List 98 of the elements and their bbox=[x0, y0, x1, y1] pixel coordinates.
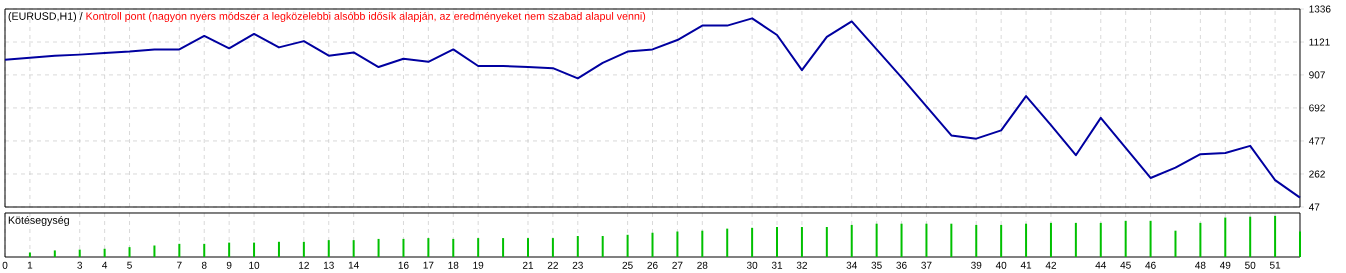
y-tick-label: 477 bbox=[1308, 137, 1325, 145]
bar bbox=[1124, 220, 1127, 257]
bar bbox=[875, 223, 878, 257]
x-tick-label: 37 bbox=[921, 261, 932, 269]
bar bbox=[601, 236, 604, 257]
x-tick-label: 51 bbox=[1269, 261, 1281, 269]
bar bbox=[1224, 217, 1227, 257]
bar bbox=[203, 243, 206, 257]
bar bbox=[526, 238, 529, 257]
bar bbox=[1149, 220, 1152, 257]
bar bbox=[751, 227, 754, 257]
x-tick-label: 39 bbox=[971, 261, 982, 269]
bar bbox=[551, 238, 554, 257]
x-tick-label: 23 bbox=[572, 261, 583, 269]
bar bbox=[1299, 231, 1301, 257]
bar bbox=[103, 248, 106, 257]
y-tick-label: 47 bbox=[1308, 203, 1320, 211]
bar bbox=[726, 228, 729, 257]
x-tick-label: 50 bbox=[1245, 261, 1256, 269]
bar bbox=[277, 241, 280, 257]
bar bbox=[253, 242, 256, 257]
x-tick-label: 0 bbox=[2, 261, 8, 269]
x-tick-label: 28 bbox=[697, 261, 708, 269]
x-tick-label: 40 bbox=[995, 261, 1007, 269]
x-tick-label: 16 bbox=[398, 261, 409, 269]
x-tick-label: 26 bbox=[647, 261, 658, 269]
bar bbox=[352, 240, 355, 257]
bar bbox=[302, 241, 305, 257]
x-tick-label: 25 bbox=[622, 261, 633, 269]
bar bbox=[128, 247, 131, 257]
bar bbox=[153, 245, 156, 257]
y-tick-label: 262 bbox=[1309, 170, 1325, 178]
x-tick-label: 10 bbox=[249, 261, 260, 269]
x-tick-label: 18 bbox=[448, 261, 459, 269]
bar bbox=[28, 252, 31, 257]
x-tick-label: 31 bbox=[771, 261, 783, 269]
x-tick-label: 22 bbox=[547, 261, 558, 269]
bar bbox=[1249, 216, 1252, 257]
bar bbox=[178, 243, 181, 257]
x-tick-label: 21 bbox=[522, 261, 534, 269]
bar bbox=[825, 226, 828, 257]
bar bbox=[1074, 222, 1077, 257]
y-tick-label: 1336 bbox=[1309, 5, 1331, 13]
x-tick-label: 34 bbox=[846, 261, 857, 269]
x-tick-label: 9 bbox=[226, 261, 232, 269]
x-tick-label: 3 bbox=[77, 261, 83, 269]
bar bbox=[327, 240, 330, 257]
x-tick-label: 13 bbox=[323, 261, 334, 269]
x-tick-label: 7 bbox=[177, 261, 182, 269]
bar bbox=[1025, 223, 1028, 257]
bar bbox=[1099, 222, 1102, 257]
x-tick-label: 49 bbox=[1219, 261, 1231, 269]
bar bbox=[228, 242, 231, 257]
x-tick-label: 32 bbox=[796, 261, 807, 269]
x-tick-label: 44 bbox=[1095, 261, 1107, 269]
bar bbox=[402, 238, 405, 257]
x-tick-label: 12 bbox=[299, 261, 309, 269]
x-tick-label: 42 bbox=[1045, 261, 1057, 269]
bar bbox=[1199, 222, 1202, 257]
bar bbox=[1000, 224, 1003, 257]
x-tick-label: 36 bbox=[896, 261, 907, 269]
bar bbox=[377, 238, 380, 257]
bar bbox=[1049, 222, 1052, 257]
bar bbox=[800, 226, 803, 257]
bar bbox=[975, 224, 978, 257]
x-tick-label: 19 bbox=[473, 261, 484, 269]
bar bbox=[626, 234, 629, 257]
x-tick-label: 35 bbox=[871, 261, 882, 269]
bar bbox=[776, 226, 779, 257]
x-tick-label: 1 bbox=[27, 261, 33, 269]
chart-title: (EURUSD,H1) / bbox=[8, 12, 83, 23]
x-tick-label: 14 bbox=[348, 261, 359, 269]
bar bbox=[427, 238, 430, 257]
x-tick-label: 30 bbox=[746, 261, 758, 269]
y-tick-label: 1121 bbox=[1309, 38, 1330, 46]
bar bbox=[1274, 215, 1277, 257]
chart-title: Kötésegység bbox=[8, 215, 69, 226]
bar bbox=[452, 238, 455, 257]
bar bbox=[701, 230, 704, 257]
bar bbox=[1174, 230, 1177, 257]
x-tick-label: 48 bbox=[1195, 261, 1206, 269]
chart-subtitle: Kontroll pont (nagyon nyers módszer a legközelebbi alsóbb idősík alapján, az eredményeket nem szabad alapul venni) bbox=[86, 11, 646, 23]
x-tick-label: 41 bbox=[1020, 261, 1032, 269]
x-tick-label: 4 bbox=[102, 261, 108, 269]
x-tick-label: 8 bbox=[201, 261, 207, 269]
bar bbox=[950, 223, 953, 257]
y-tick-label: 907 bbox=[1309, 71, 1325, 79]
x-tick-label: 27 bbox=[672, 261, 683, 269]
x-tick-label: 45 bbox=[1120, 261, 1131, 269]
bar bbox=[53, 250, 56, 257]
x-tick-label: 17 bbox=[423, 261, 434, 269]
y-tick-label: 692 bbox=[1309, 104, 1325, 112]
x-tick-label: 5 bbox=[127, 261, 132, 269]
bar bbox=[676, 231, 679, 257]
bar bbox=[900, 223, 903, 257]
bar bbox=[477, 238, 480, 257]
x-tick-label: 46 bbox=[1145, 261, 1156, 269]
bar bbox=[78, 249, 81, 257]
